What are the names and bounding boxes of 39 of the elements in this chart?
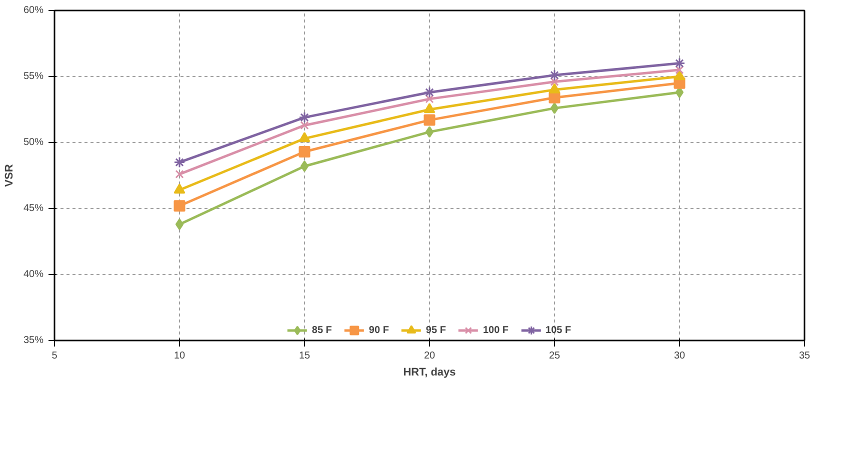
y-axis-title: VSR xyxy=(3,164,16,187)
point xyxy=(298,146,310,158)
legend-label: 105 F xyxy=(546,324,572,336)
x-tick-label: 10 xyxy=(174,350,186,362)
point xyxy=(298,112,310,124)
point xyxy=(424,86,436,98)
x-tick-label: 25 xyxy=(548,350,560,362)
x-tick-label: 35 xyxy=(798,350,810,362)
point xyxy=(175,218,184,230)
x-tick-label: 30 xyxy=(674,350,686,362)
point xyxy=(674,70,686,80)
point xyxy=(550,102,559,114)
point xyxy=(174,156,186,168)
y-tick-label: 45% xyxy=(23,203,44,214)
point xyxy=(675,66,684,74)
point xyxy=(300,121,309,130)
point xyxy=(174,200,186,212)
y-tick-label: 60% xyxy=(23,5,44,16)
point xyxy=(548,83,560,94)
point xyxy=(425,126,434,138)
y-tick-label: 55% xyxy=(23,71,44,82)
x-tick-label: 5 xyxy=(52,350,58,362)
y-tick-label: 35% xyxy=(23,335,44,346)
legend-label: 85 F xyxy=(312,324,332,336)
legend-label: 95 F xyxy=(426,324,446,336)
point xyxy=(298,132,310,142)
point xyxy=(175,170,184,178)
legend-label: 100 F xyxy=(482,324,509,336)
point xyxy=(425,94,434,104)
point xyxy=(424,102,436,114)
point xyxy=(424,114,436,126)
legend-label: 90 F xyxy=(368,324,389,336)
y-tick-label: 50% xyxy=(23,137,44,148)
x-tick-label: 15 xyxy=(298,350,310,362)
y-tick-label: 40% xyxy=(23,269,44,280)
x-axis-title: HRT, days xyxy=(403,366,456,378)
point xyxy=(548,69,560,81)
x-tick-label: 20 xyxy=(424,350,436,362)
point xyxy=(300,160,309,172)
